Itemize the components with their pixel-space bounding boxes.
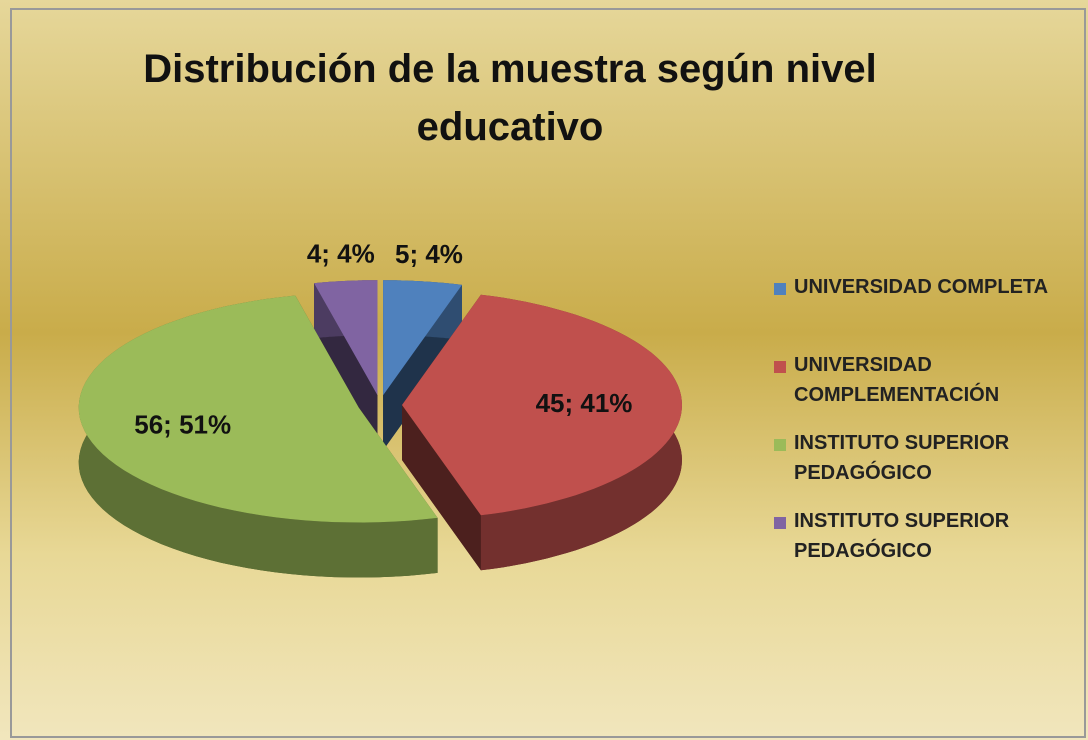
- slice-top: [314, 280, 378, 396]
- legend-label: UNIVERSIDAD COMPLEMENTACIÓN: [794, 354, 1000, 406]
- legend-label: UNIVERSIDAD COMPLETA: [794, 276, 1049, 298]
- legend-label: INSTITUTO SUPERIOR PEDAGÓGICO: [794, 510, 1010, 562]
- data-label: 56; 51%: [134, 409, 231, 439]
- legend-entry: UNIVERSIDAD COMPLETA: [770, 272, 1070, 350]
- legend-entry: UNIVERSIDAD COMPLEMENTACIÓN: [770, 350, 1070, 428]
- data-label: 5; 4%: [395, 239, 463, 269]
- slice: [78, 295, 438, 578]
- legend-swatch: [774, 517, 786, 529]
- legend-swatch: [774, 361, 786, 373]
- legend-entry: INSTITUTO SUPERIOR PEDAGÓGICO: [770, 506, 1070, 584]
- slice: [402, 294, 682, 571]
- legend-label: INSTITUTO SUPERIOR PEDAGÓGICO: [794, 432, 1010, 484]
- chart-border: [10, 8, 1086, 738]
- data-label: 4; 4%: [307, 239, 375, 269]
- slice-top: [383, 280, 462, 396]
- legend-swatch: [774, 283, 786, 295]
- chart-title: Distribución de la muestra según nivel e…: [143, 47, 877, 149]
- data-label: 45; 41%: [536, 388, 633, 418]
- legend-entry: INSTITUTO SUPERIOR PEDAGÓGICO: [770, 428, 1070, 506]
- legend-swatch: [774, 439, 786, 451]
- slice-side: [402, 405, 481, 571]
- slice-top: [78, 295, 438, 523]
- legend: UNIVERSIDAD COMPLETA UNIVERSIDAD COMPLEME…: [770, 272, 1070, 584]
- slice-top: [402, 294, 682, 516]
